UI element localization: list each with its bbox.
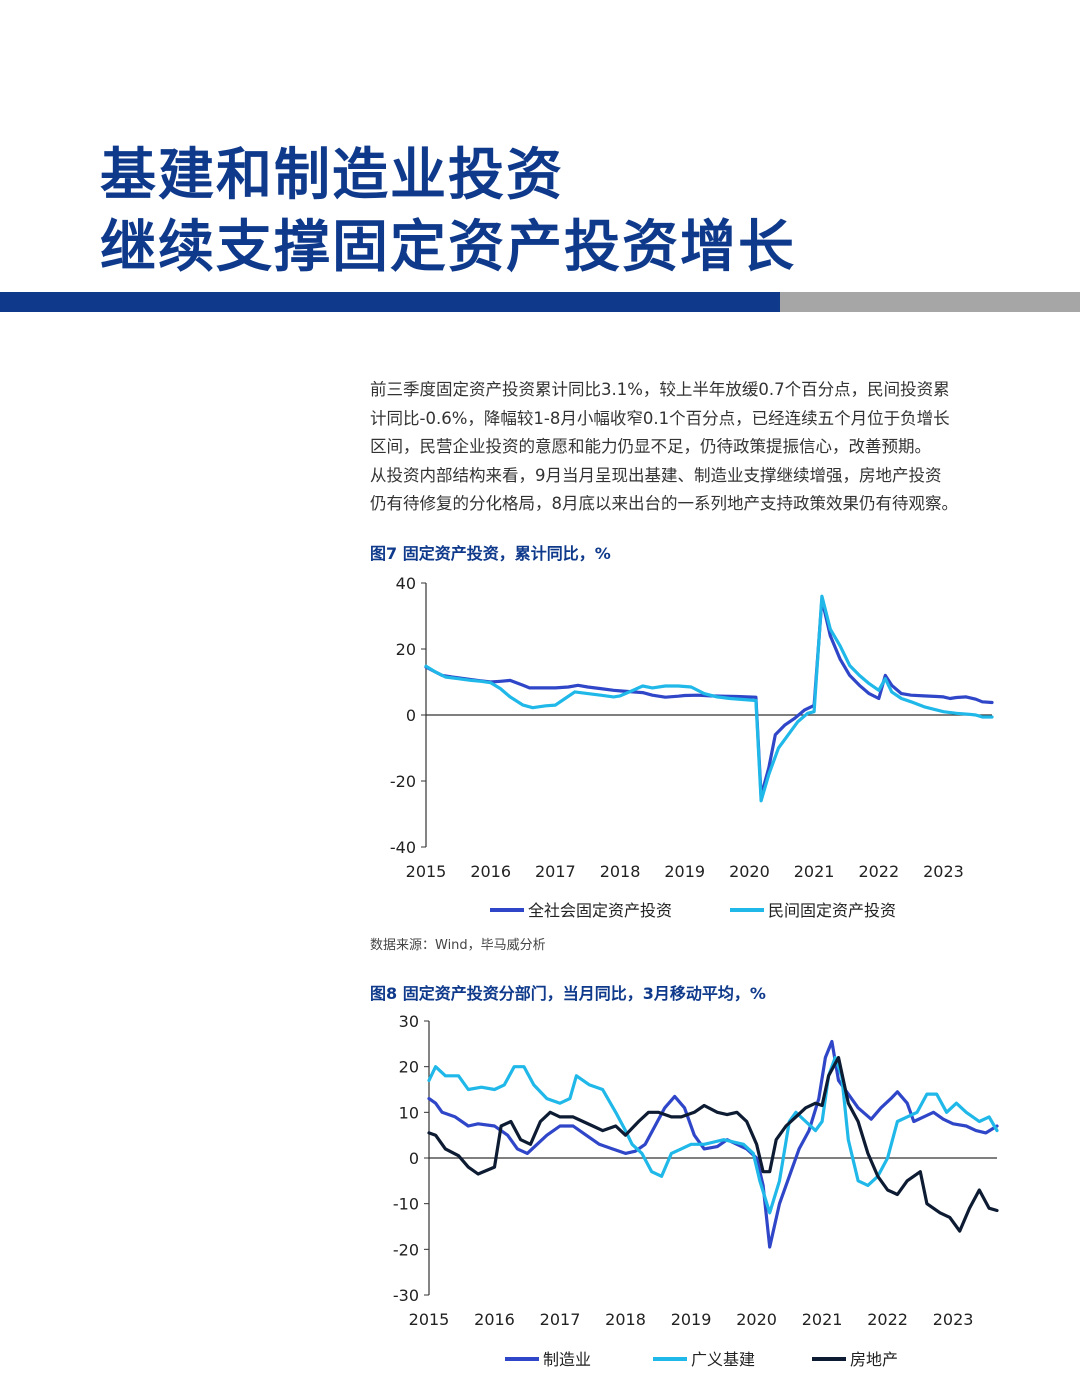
figure7-source: 数据来源：Wind，毕马威分析 <box>370 938 546 953</box>
legend-label-2: 广义基建 <box>691 1350 755 1369</box>
series-line-2 <box>424 594 994 803</box>
figure8-chart: 30 20 10 0 -10 -20 -30 2015 2016 2017 2018 2019 2020… <box>393 1012 999 1369</box>
x-tick-label: 2022 <box>867 1310 908 1329</box>
legend-label-1: 全社会固定资产投资 <box>528 901 672 920</box>
series-line-3 <box>427 1055 999 1233</box>
body-text: 前三季度固定资产投资累计同比3.1%，较上半年放缓0.7个百分点，民间投资累 计… <box>370 376 1020 519</box>
series-line-2 <box>427 1055 999 1215</box>
body-line: 从投资内部结构来看，9月当月呈现出基建、制造业支撑继续增强，房地产投资 <box>370 465 942 485</box>
legend-label-2: 民间固定资产投资 <box>768 901 896 920</box>
x-tick-label: 2018 <box>605 1310 646 1329</box>
x-tick-label: 2019 <box>671 1310 712 1329</box>
x-tick-label: 2015 <box>406 862 447 881</box>
header-divider-blue <box>0 292 780 312</box>
figure7-title: 图7 固定资产投资，累计同比，% <box>370 544 611 563</box>
header-divider-gray <box>780 292 1080 312</box>
y-tick-label: 20 <box>396 640 416 659</box>
body-line: 计同比-0.6%，降幅较1-8月小幅收窄0.1个百分点，已经连续五个月位于负增长 <box>370 408 950 428</box>
series-line-1 <box>424 597 994 798</box>
x-tick-label: 2017 <box>535 862 576 881</box>
x-tick-label: 2016 <box>470 862 511 881</box>
legend-label-1: 制造业 <box>543 1350 591 1369</box>
legend-label-3: 房地产 <box>850 1350 898 1369</box>
y-tick-label: -10 <box>393 1195 419 1214</box>
series-line-1 <box>427 1039 999 1249</box>
x-tick-label: 2019 <box>664 862 705 881</box>
y-tick-label: -30 <box>393 1286 419 1305</box>
page-title-line1: 基建和制造业投资 <box>100 143 564 208</box>
body-line: 区间，民营企业投资的意愿和能力仍显不足，仍待政策提振信心，改善预期。 <box>370 437 931 456</box>
x-tick-label: 2017 <box>540 1310 581 1329</box>
x-tick-label: 2015 <box>409 1310 450 1329</box>
y-tick-label: 0 <box>406 706 416 725</box>
figure8-title: 图8 固定资产投资分部门，当月同比，3月移动平均，% <box>370 984 766 1003</box>
x-tick-label: 2016 <box>474 1310 515 1329</box>
y-tick-label: -20 <box>393 1240 419 1259</box>
y-tick-label: 40 <box>396 574 416 593</box>
y-tick-label: 10 <box>399 1103 419 1122</box>
x-tick-label: 2018 <box>600 862 641 881</box>
y-tick-label: -40 <box>390 838 416 857</box>
y-tick-label: 30 <box>399 1012 419 1031</box>
x-tick-label: 2020 <box>736 1310 777 1329</box>
x-tick-label: 2023 <box>923 862 964 881</box>
body-line: 仍有待修复的分化格局，8月底以来出台的一系列地产支持政策效果仍有待观察。 <box>370 494 958 513</box>
y-tick-label: 0 <box>409 1149 419 1168</box>
x-tick-label: 2021 <box>802 1310 843 1329</box>
figure7-chart: 40 20 0 -20 -40 2015 2016 2017 2018 2019 2020 2021 2… <box>390 574 994 920</box>
x-tick-label: 2023 <box>933 1310 974 1329</box>
x-tick-label: 2022 <box>858 862 899 881</box>
page-title-line2: 继续支撑固定资产投资增长 <box>100 215 796 280</box>
y-tick-label: -20 <box>390 772 416 791</box>
body-line: 前三季度固定资产投资累计同比3.1%，较上半年放缓0.7个百分点，民间投资累 <box>370 380 950 399</box>
x-tick-label: 2020 <box>729 862 770 881</box>
x-tick-label: 2021 <box>794 862 835 881</box>
page-title: 基建和制造业投资 继续支撑固定资产投资增长 <box>100 140 796 284</box>
y-tick-label: 20 <box>399 1058 419 1077</box>
